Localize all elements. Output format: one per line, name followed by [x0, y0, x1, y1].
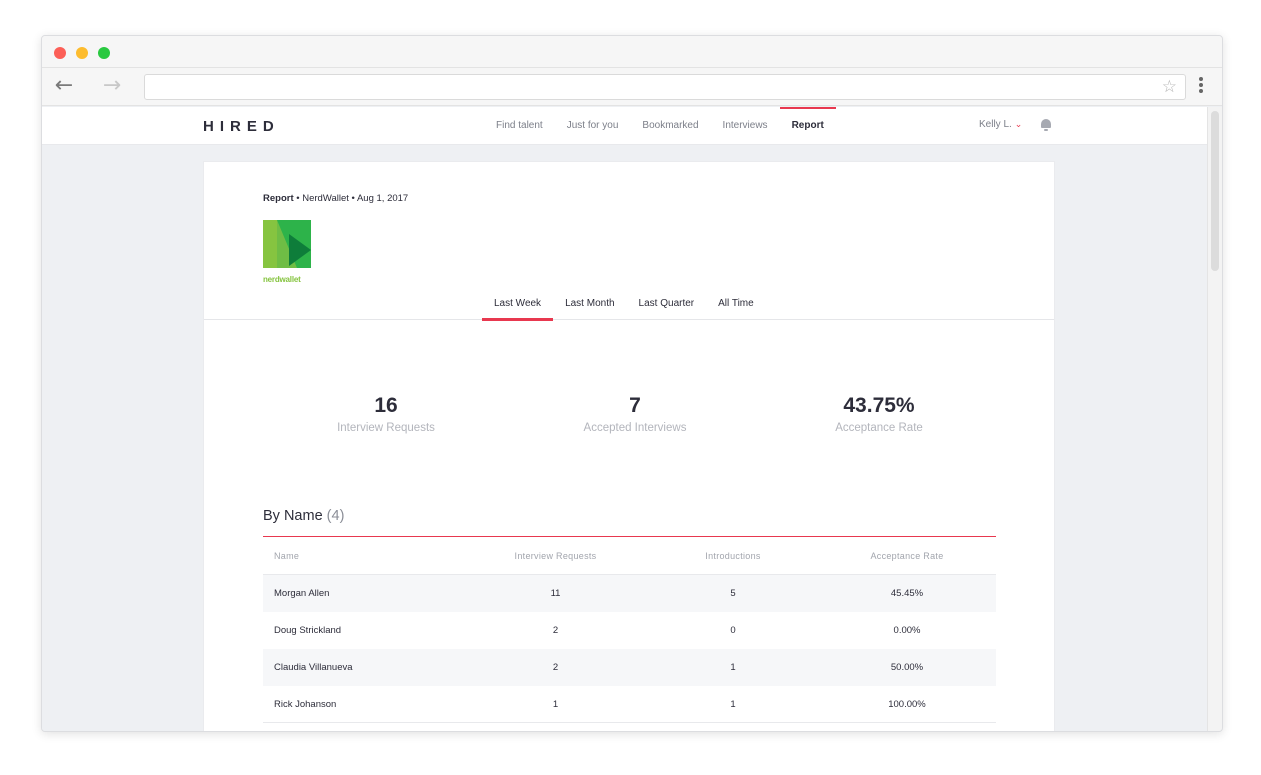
stat-value: 16 — [374, 394, 398, 417]
page-viewport: HIRED Find talent Just for you Bookmarke… — [42, 107, 1208, 731]
column-header-name[interactable]: Name — [274, 550, 300, 561]
nav-interviews[interactable]: Interviews — [722, 120, 768, 131]
nerdwallet-logo: nerdwallet — [263, 220, 311, 284]
tab-last-month[interactable]: Last Month — [565, 298, 615, 309]
nav-find-talent[interactable]: Find talent — [496, 120, 543, 131]
close-window-button[interactable] — [54, 47, 66, 59]
nerdwallet-wordmark: nerdwallet — [263, 275, 301, 284]
user-name: Kelly L. — [979, 119, 1012, 130]
maximize-window-button[interactable] — [98, 47, 110, 59]
by-name-table: Name Interview Requests Introductions Ac… — [263, 536, 996, 723]
cell-acceptance-rate: 100.00% — [888, 698, 926, 710]
stat-value: 43.75% — [843, 394, 915, 417]
cell-name: Rick Johanson — [274, 698, 337, 710]
report-card: Report • NerdWallet • Aug 1, 2017 nerdwa… — [203, 161, 1055, 731]
table-row[interactable]: Claudia Villanueva 2 1 50.00% — [263, 649, 996, 686]
breadcrumb-report[interactable]: Report — [263, 193, 294, 204]
back-arrow-icon[interactable]: ← — [54, 73, 74, 98]
stat-label: Accepted Interviews — [583, 422, 687, 434]
browser-toolbar: ← → ☆ — [42, 68, 1222, 106]
chevron-down-icon: ⌄ — [1014, 120, 1023, 130]
cell-introductions: 1 — [730, 662, 736, 673]
bell-icon[interactable] — [1040, 119, 1052, 131]
cell-interview-requests: 2 — [552, 662, 559, 673]
column-header-introductions[interactable]: Introductions — [705, 550, 761, 561]
column-header-acceptance-rate[interactable]: Acceptance Rate — [870, 550, 944, 561]
cell-interview-requests: 2 — [552, 625, 559, 636]
cell-acceptance-rate: 50.00% — [890, 662, 924, 673]
breadcrumb-separator: • — [293, 193, 303, 204]
browser-menu-icon[interactable] — [1197, 75, 1205, 97]
table-row[interactable]: Morgan Allen 11 5 45.45% — [263, 575, 996, 612]
nav-bookmarked[interactable]: Bookmarked — [642, 120, 699, 131]
stat-value: 7 — [629, 394, 641, 417]
vertical-scrollbar[interactable] — [1207, 107, 1222, 731]
nav-just-for-you[interactable]: Just for you — [566, 120, 619, 131]
cell-introductions: 0 — [730, 625, 736, 636]
user-menu[interactable]: Kelly L. ⌄ — [979, 119, 1022, 130]
stat-acceptance-rate: 43.75% Acceptance Rate — [759, 394, 999, 434]
cell-name: Claudia Villanueva — [274, 662, 353, 673]
table-row[interactable]: Rick Johanson 1 1 100.00% — [263, 686, 996, 723]
by-name-count: (4) — [326, 508, 345, 524]
main-nav: Find talent Just for you Bookmarked Inte… — [484, 107, 837, 145]
cell-acceptance-rate: 0.00% — [893, 625, 921, 636]
browser-window: ← → ☆ HIRED Find talent Just for you Boo… — [41, 35, 1223, 732]
column-header-interview-requests[interactable]: Interview Requests — [514, 550, 597, 561]
scrollbar-thumb[interactable] — [1211, 111, 1219, 271]
cell-acceptance-rate: 45.45% — [890, 588, 924, 599]
breadcrumb: Report • NerdWallet • Aug 1, 2017 — [263, 193, 408, 204]
cell-introductions: 5 — [730, 588, 736, 599]
breadcrumb-separator: • — [348, 193, 357, 204]
app-header: HIRED Find talent Just for you Bookmarke… — [42, 107, 1208, 145]
stat-label: Interview Requests — [337, 422, 435, 434]
tab-all-time[interactable]: All Time — [718, 298, 754, 309]
title-bar — [42, 36, 1222, 68]
table-row[interactable]: Doug Strickland 2 0 0.00% — [263, 612, 996, 649]
tab-last-quarter[interactable]: Last Quarter — [638, 298, 695, 309]
summary-stats: 16 Interview Requests 7 Accepted Intervi… — [204, 394, 1054, 454]
tab-last-week[interactable]: Last Week — [482, 292, 554, 321]
bookmark-star-icon[interactable]: ☆ — [1161, 77, 1177, 97]
nerdwallet-logo-icon — [263, 220, 311, 268]
cell-interview-requests: 11 — [550, 588, 561, 599]
cell-name: Doug Strickland — [274, 625, 342, 636]
period-tabs: Last Week Last Month Last Quarter All Ti… — [204, 292, 1054, 321]
table-header: Name Interview Requests Introductions Ac… — [263, 537, 996, 575]
by-name-title: By Name — [263, 508, 323, 524]
minimize-window-button[interactable] — [76, 47, 88, 59]
cell-name: Morgan Allen — [274, 588, 330, 599]
stat-accepted-interviews: 7 Accepted Interviews — [515, 394, 755, 434]
nav-report[interactable]: Report — [779, 107, 837, 145]
cell-interview-requests: 1 — [552, 698, 559, 710]
cell-introductions: 1 — [730, 698, 736, 710]
by-name-heading: By Name (4) — [263, 508, 344, 524]
breadcrumb-date: Aug 1, 2017 — [356, 193, 409, 204]
forward-arrow-icon[interactable]: → — [102, 73, 122, 98]
breadcrumb-company: NerdWallet — [302, 193, 349, 204]
address-bar[interactable]: ☆ — [144, 74, 1186, 100]
hired-logo[interactable]: HIRED — [203, 118, 280, 135]
stat-label: Acceptance Rate — [835, 422, 923, 434]
stat-interview-requests: 16 Interview Requests — [266, 394, 506, 434]
